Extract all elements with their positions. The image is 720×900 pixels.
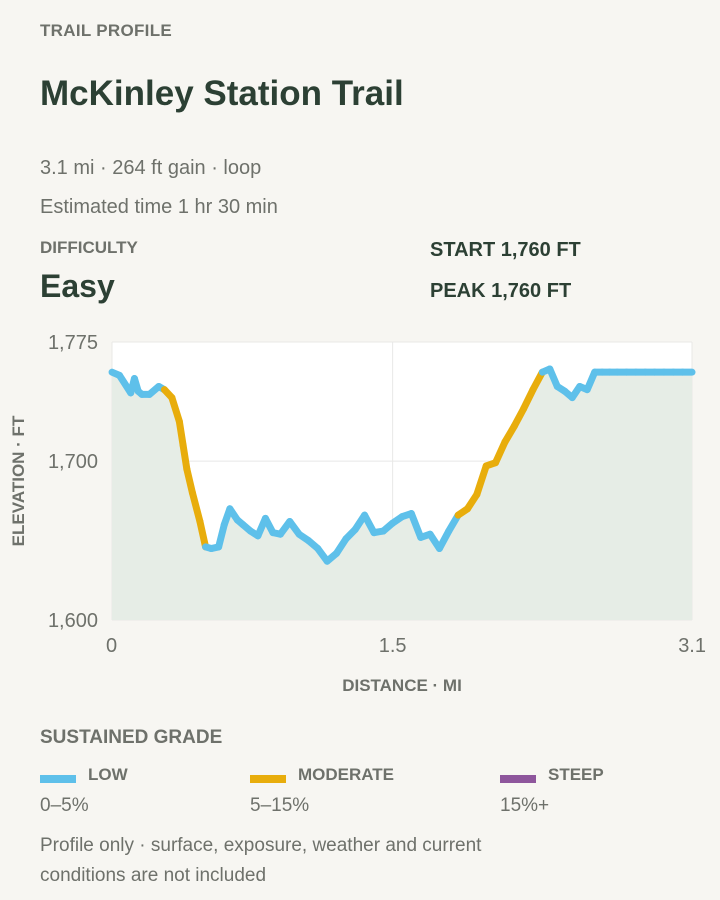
trail-title: McKinley Station Trail	[40, 74, 404, 113]
profile-segment-moderate	[179, 441, 191, 473]
x-tick-label: 3.1	[678, 635, 706, 657]
legend-title: SUSTAINED GRADE	[40, 727, 223, 748]
profile-segment-moderate	[520, 386, 537, 413]
x-tick-label: 1.5	[379, 635, 407, 657]
estimated-time: Estimated time 1 hr 30 min	[40, 196, 278, 218]
y-axis-label: ELEVATION · FT	[9, 415, 28, 546]
legend-range-steep: 15%+	[500, 795, 550, 816]
legend-name-steep: STEEP	[548, 765, 604, 784]
y-axis-ticks: 1,600 1,700 1,775	[48, 332, 98, 632]
elevation-line	[108, 365, 696, 565]
profile-segment-moderate	[196, 518, 210, 551]
profile-segment-low	[407, 510, 425, 541]
profile-segment-moderate	[473, 462, 490, 499]
y-tick-label: 1,600	[48, 610, 98, 632]
legend-range-low: 0–5%	[40, 795, 89, 816]
difficulty-value: Easy	[40, 268, 115, 304]
legend-name-moderate: MODERATE	[298, 765, 395, 784]
eyebrow-label: TRAIL PROFILE	[40, 21, 173, 40]
footnote: Profile only · surface, exposure, weathe…	[40, 835, 482, 886]
trail-stats-line: 3.1 mi · 264 ft gain · loop	[40, 157, 262, 179]
elevation-chart: 0 1.5 3.1 1,600 1,700 1,775 DISTANCE · MI EL…	[9, 332, 706, 695]
profile-segment-moderate	[492, 438, 509, 467]
y-tick-label: 1,700	[48, 451, 98, 473]
legend-range-moderate: 5–15%	[250, 795, 310, 816]
profile-segment-moderate	[168, 394, 183, 425]
x-tick-label: 0	[106, 635, 117, 657]
profile-segment-low	[215, 521, 228, 551]
profile-segment-moderate	[175, 417, 187, 449]
peak-elevation: PEAK 1,760 FT	[430, 280, 572, 302]
elevation-fill	[112, 369, 692, 620]
legend-swatch-moderate	[250, 775, 286, 783]
x-axis-label: DISTANCE · MI	[342, 676, 462, 695]
y-tick-label: 1,775	[48, 332, 98, 354]
x-axis-ticks: 0 1.5 3.1	[106, 635, 706, 657]
profile-segment-moderate	[188, 489, 204, 526]
profile-segment-moderate	[183, 465, 196, 497]
difficulty-label: DIFFICULTY	[40, 238, 138, 257]
legend-swatch-low	[40, 775, 76, 783]
legend-name-low: LOW	[88, 765, 128, 784]
legend-swatch-steep	[500, 775, 536, 783]
start-elevation: START 1,760 FT	[430, 239, 581, 261]
